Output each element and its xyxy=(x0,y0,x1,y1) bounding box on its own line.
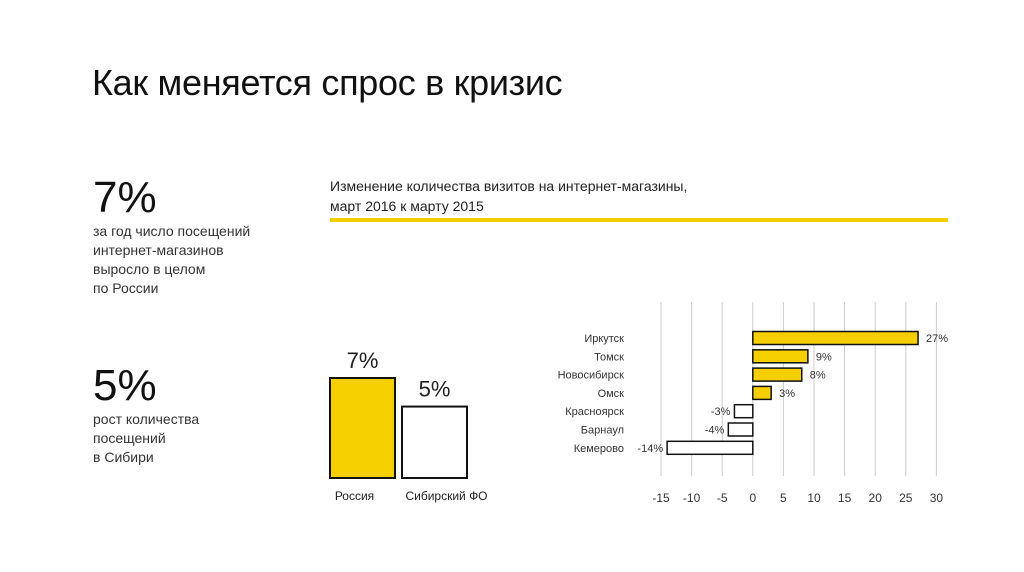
page-title: Как меняется спрос в кризис xyxy=(92,62,563,103)
city-label: Красноярск xyxy=(565,406,624,418)
city-value-label: -14% xyxy=(637,443,663,455)
bar-siberia xyxy=(401,405,468,479)
x-tick-label: -10 xyxy=(683,491,701,505)
bar-value-label: 7% xyxy=(347,348,379,373)
siberia-stat-value: 5% xyxy=(93,361,157,410)
x-tick-label: 10 xyxy=(807,491,821,505)
city-label: Омск xyxy=(598,388,625,400)
chart-title-line-1: Изменение количества визитов на интернет… xyxy=(330,178,688,194)
x-tick-label: 0 xyxy=(749,491,756,505)
x-tick-label: -5 xyxy=(717,491,728,505)
accent-divider xyxy=(330,218,948,222)
stat-text-line: рост количества xyxy=(93,411,200,427)
bar-category-label: Сибирский ФО xyxy=(405,489,487,503)
stat-text-line: интернет-магазинов xyxy=(93,242,224,258)
city-label: Иркутск xyxy=(584,333,624,345)
region-comparison-chart: 7% Россия 5% Сибирский ФО xyxy=(329,348,488,503)
x-tick-label: 5 xyxy=(780,491,787,505)
city-change-chart: -15 -10 -5 0 5 10 15 20 25 30 Иркутск 27% Томск 9% Нов… xyxy=(558,302,948,505)
x-tick-label: 25 xyxy=(899,491,913,505)
city-bar xyxy=(666,440,754,456)
bar-category-label: Россия xyxy=(335,489,374,503)
city-bar xyxy=(752,385,772,401)
x-tick-label: -15 xyxy=(652,491,670,505)
stat-text-line: в Сибири xyxy=(93,449,154,465)
city-bar xyxy=(752,330,919,346)
stat-text-line: выросло в целом xyxy=(93,261,206,277)
city-label: Новосибирск xyxy=(558,370,625,382)
siberia-stat-description: рост количества посещений в Сибири xyxy=(93,410,283,467)
city-value-label: 3% xyxy=(779,388,795,400)
stat-text-line: по России xyxy=(93,280,159,296)
x-tick-label: 15 xyxy=(838,491,852,505)
city-bar xyxy=(752,367,803,382)
chart-title: Изменение количества визитов на интернет… xyxy=(330,176,930,216)
city-value-label: 9% xyxy=(816,351,832,363)
city-bar xyxy=(752,349,809,364)
city-value-label: -3% xyxy=(711,406,731,418)
city-label: Барнаул xyxy=(581,425,624,437)
city-bar xyxy=(727,422,754,437)
city-value-label: 27% xyxy=(926,333,948,345)
city-value-label: -4% xyxy=(705,425,725,437)
russia-stat-description: за год число посещений интернет-магазино… xyxy=(93,222,283,298)
russia-stat-value: 7% xyxy=(93,173,157,222)
stat-text-line: посещений xyxy=(93,430,166,446)
stat-text-line: за год число посещений xyxy=(93,223,251,239)
bar-value-label: 5% xyxy=(419,377,451,402)
city-label: Томск xyxy=(594,351,624,363)
city-label: Кемерово xyxy=(574,443,624,455)
city-bar xyxy=(733,403,754,419)
x-tick-label: 20 xyxy=(869,491,883,505)
x-tick-label: 30 xyxy=(930,491,944,505)
chart-title-line-2: март 2016 к марту 2015 xyxy=(330,198,484,214)
bar-russia xyxy=(329,377,396,479)
city-value-label: 8% xyxy=(810,370,826,382)
